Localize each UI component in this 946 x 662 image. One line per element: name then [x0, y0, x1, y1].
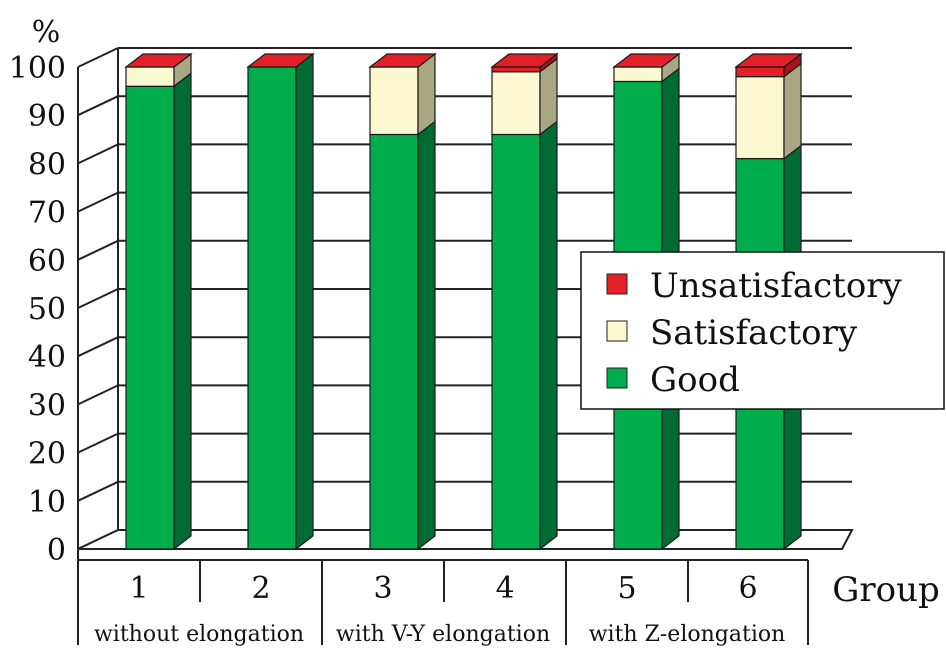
- legend-swatch-unsatisfactory: [606, 273, 628, 295]
- y-tick-label: 100: [9, 51, 66, 86]
- bar-satisfactory-group-1: [125, 66, 175, 87]
- bar-top-group-1: [124, 53, 193, 68]
- x-group-label: with V-Y elongation: [336, 622, 550, 647]
- bar-side-good-group-2: [295, 52, 314, 551]
- legend-label-unsatisfactory: Unsatisfactory: [650, 266, 903, 306]
- legend-label-good: Good: [650, 360, 740, 400]
- bar-good-group-3: [369, 133, 419, 550]
- bar-good-group-4: [491, 133, 541, 550]
- bar-side-good-group-1: [173, 72, 192, 551]
- y-tick-label: 90: [28, 99, 66, 134]
- x-group-label: with Z-elongation: [589, 622, 786, 647]
- y-tick-label: 60: [28, 244, 66, 279]
- x-group-label: without elongation: [94, 622, 304, 647]
- bar-satisfactory-group-6: [735, 76, 785, 160]
- bar-side-good-group-4: [539, 120, 558, 551]
- gridline-diagonal: [77, 191, 119, 213]
- y-tick-label: 70: [28, 196, 66, 231]
- gridline-diagonal: [77, 384, 119, 406]
- gridline-diagonal: [77, 95, 119, 117]
- bar-unsatisfactory-group-4: [491, 66, 541, 73]
- bar-satisfactory-group-4: [491, 71, 541, 136]
- y-tick-label: 30: [28, 388, 66, 423]
- gridline-diagonal: [77, 143, 119, 165]
- legend-swatch-satisfactory: [606, 320, 628, 342]
- bar-satisfactory-group-5: [613, 66, 663, 83]
- y-tick-label: 20: [28, 437, 66, 472]
- x-axis-label: Group: [832, 570, 940, 610]
- gridline-diagonal: [77, 336, 119, 358]
- legend-box: [580, 251, 945, 410]
- legend-swatch-good: [606, 367, 628, 389]
- gridline-diagonal: [77, 480, 119, 502]
- y-tick-label: 50: [28, 292, 66, 327]
- x-tick-label-4: 4: [495, 571, 514, 606]
- y-tick-label: 10: [28, 485, 66, 520]
- x-tick-label-6: 6: [738, 571, 757, 606]
- bar-top-group-2: [246, 53, 315, 68]
- gridline-diagonal: [77, 239, 119, 261]
- x-axis-layer: 1 2 3 4 5 6 without elongation with V-Y elongat…: [77, 549, 809, 647]
- y-tick-label: 0: [47, 533, 66, 568]
- y-tick-label: 80: [28, 147, 66, 182]
- x-tick-label-2: 2: [251, 571, 270, 606]
- gridline-diagonal: [77, 47, 119, 68]
- grid-layer: [77, 47, 852, 550]
- gridline-diagonal: [77, 288, 119, 309]
- gridline-diagonal: [77, 432, 119, 454]
- y-axis-label: %: [32, 15, 61, 50]
- bar-side-satisfactory-group-6: [783, 62, 802, 160]
- bar-good-group-2: [247, 66, 297, 550]
- bar-satisfactory-group-3: [369, 66, 419, 136]
- bar-unsatisfactory-group-6: [735, 66, 785, 78]
- x-tick-label-1: 1: [129, 571, 148, 606]
- bar-top-group-6: [734, 53, 803, 68]
- bar-good-group-1: [125, 85, 175, 550]
- x-tick-label-3: 3: [373, 571, 392, 606]
- bar-side-good-group-3: [417, 120, 436, 551]
- y-tick-label: 40: [28, 340, 66, 375]
- bar-top-group-3: [368, 53, 437, 68]
- x-tick-label-5: 5: [617, 571, 636, 606]
- legend-label-satisfactory: Satisfactory: [650, 313, 858, 353]
- bar-side-satisfactory-group-3: [417, 52, 436, 136]
- bar-top-group-4: [490, 53, 559, 68]
- bar-top-group-5: [612, 53, 681, 68]
- legend: Unsatisfactory Satisfactory Good: [580, 251, 945, 410]
